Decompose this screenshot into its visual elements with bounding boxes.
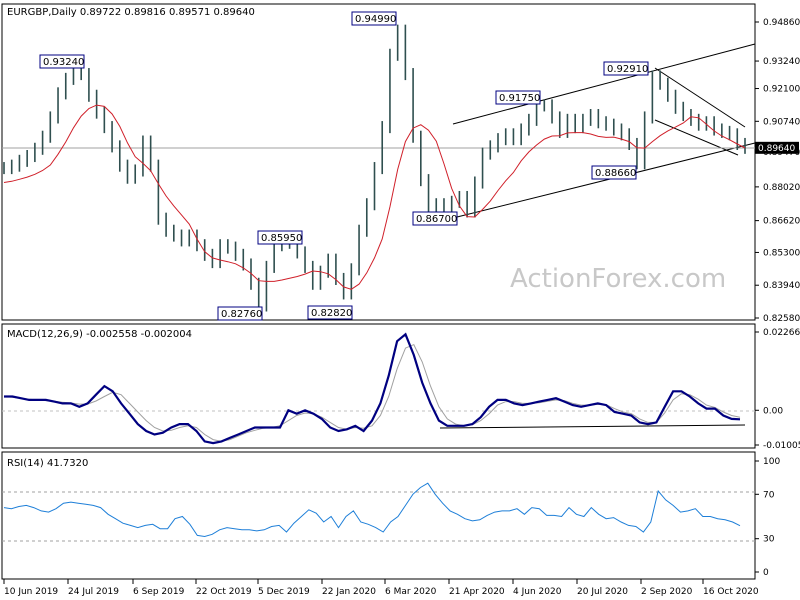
macd-ytick-label: 0.022662	[763, 328, 800, 338]
rsi-panel	[1, 451, 756, 580]
macd-line	[4, 332, 741, 445]
callout-label: 0.92910	[607, 64, 648, 75]
callout-box	[591, 165, 637, 180]
x-tick-label: 24 Jul 2019	[68, 587, 119, 597]
x-tick-label: 4 Jun 2020	[513, 587, 562, 597]
rsi-y-axis: 100 70 30 0	[755, 457, 780, 578]
price-ytick-label: 0.94860	[763, 18, 800, 28]
callout-label: 0.91750	[499, 93, 540, 104]
price-ytick-label: 0.82580	[763, 314, 800, 324]
price-ytick-label: 0.86620	[763, 217, 800, 227]
callout-box	[603, 61, 649, 76]
macd-series	[2, 332, 755, 445]
x-tick-label: 22 Jan 2020	[322, 587, 376, 597]
price-ytick-label: 0.83940	[763, 281, 800, 291]
rsi-ytick-label: 70	[763, 490, 775, 500]
price-ytick-label: 0.92100	[763, 85, 800, 95]
x-tick-label: 16 Oct 2020	[703, 587, 759, 597]
price-ytick-label: 0.88020	[763, 183, 800, 193]
callout-label: 0.94990	[355, 14, 396, 25]
callout-box	[412, 211, 458, 226]
price-ytick-label: 0.90740	[763, 117, 800, 127]
x-tick-label: 10 Jun 2019	[4, 587, 58, 597]
macd-panel	[1, 323, 756, 449]
callout-label: 0.82820	[311, 308, 352, 319]
callout-label: 0.82760	[221, 309, 262, 320]
rsi-ytick-label: 100	[763, 457, 780, 467]
watermark: ActionForex.com	[510, 264, 726, 294]
macd-y-axis: 0.022662 0.00 -0.010052	[755, 328, 800, 451]
callout-label: 0.85950	[261, 233, 302, 244]
macd-ytick-label: -0.010052	[763, 441, 800, 451]
callout-label: 0.88660	[595, 168, 636, 179]
callout-box	[39, 54, 85, 69]
rsi-ytick-label: 30	[763, 535, 775, 545]
callout-box	[217, 306, 263, 321]
macd-support-line	[439, 424, 746, 429]
callout-box	[495, 90, 541, 105]
moving-average-line	[3, 104, 746, 290]
callout-box	[257, 230, 303, 245]
rsi-ytick-label: 0	[763, 568, 769, 578]
price-series	[3, 24, 746, 312]
x-tick-label: 6 Mar 2020	[385, 587, 437, 597]
x-tick-label: 2 Sep 2020	[641, 587, 693, 597]
callout-label: 0.93240	[43, 57, 84, 68]
price-header: EURGBP,Daily 0.89722 0.89816 0.89571 0.8…	[7, 7, 255, 18]
last-price-box	[755, 141, 799, 154]
channel-upper-line	[452, 43, 756, 125]
x-tick-label: 21 Apr 2020	[449, 587, 505, 597]
price-ytick-label: 0.85300	[763, 248, 800, 258]
x-axis: 10 Jun 2019 24 Jul 2019 6 Sep 2019 22 Oct 2…	[3, 579, 759, 597]
macd-header: MACD(12,26,9) -0.002558 -0.002004	[7, 329, 192, 340]
rsi-header: RSI(14) 41.7320	[7, 458, 88, 469]
price-y-axis: 0.948600.932400.921000.907400.894700.880…	[755, 18, 800, 324]
callout-box	[351, 11, 397, 26]
x-tick-label: 5 Dec 2019	[258, 587, 310, 597]
x-tick-label: 20 Jul 2020	[577, 587, 628, 597]
last-price-label: 0.89640	[758, 144, 795, 154]
callout-box	[307, 305, 353, 320]
rsi-series	[2, 482, 755, 542]
channel-lower-line	[452, 142, 756, 219]
triangle-upper-line	[654, 67, 746, 128]
x-tick-label: 6 Sep 2019	[133, 587, 185, 597]
price-ytick-label: 0.93240	[763, 57, 800, 67]
macd-ytick-label: 0.00	[763, 406, 783, 416]
x-tick-label: 22 Oct 2019	[196, 587, 252, 597]
signal-line	[3, 343, 741, 442]
triangle-lower-line	[654, 119, 739, 156]
rsi-line	[3, 482, 741, 538]
price-callouts: 0.93240 0.94990 0.91750 0.92910 0.86700 0.886…	[39, 11, 649, 321]
callout-label: 0.86700	[416, 214, 457, 225]
